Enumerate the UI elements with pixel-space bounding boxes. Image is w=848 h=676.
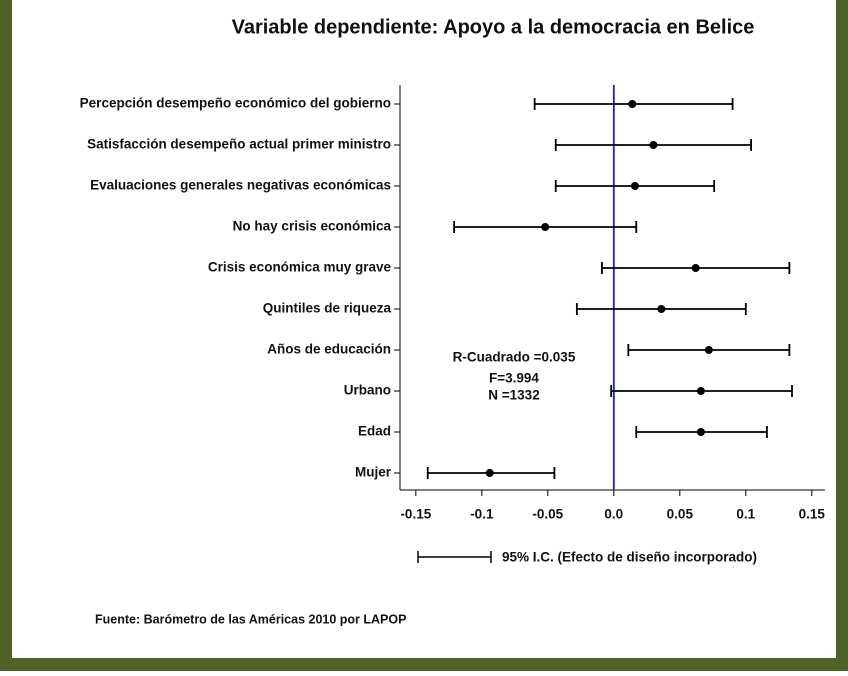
x-tick-label: -0.15 [400, 507, 431, 522]
point [541, 223, 550, 231]
y-tick-label: Satisfacción desempeño actual primer min… [87, 137, 391, 152]
x-tick-label: 0.1 [736, 507, 755, 522]
point [485, 469, 494, 477]
annotation: F=3.994 [489, 371, 539, 386]
legend-label: 95% I.C. (Efecto de diseño incorporado) [502, 550, 757, 565]
x-tick-label: 0.15 [799, 507, 826, 522]
panel [12, 0, 836, 658]
point [649, 141, 658, 149]
x-tick-label: -0.1 [470, 507, 494, 522]
y-tick-label: Urbano [344, 383, 391, 398]
annotation: N =1332 [488, 388, 539, 403]
y-tick-label: Mujer [355, 465, 392, 480]
y-tick-label: Percepción desempeño económico del gobie… [80, 96, 391, 111]
y-tick-label: Años de educación [267, 342, 391, 357]
source: Fuente: Barómetro de las Américas 2010 p… [95, 612, 406, 626]
y-tick-label: Crisis económica muy grave [208, 260, 392, 275]
y-tick-label: Evaluaciones generales negativas económi… [90, 178, 391, 193]
point [696, 428, 705, 436]
y-tick-label: Quintiles de riqueza [263, 301, 392, 316]
x-tick-label: 0.0 [604, 507, 623, 522]
point [630, 182, 639, 190]
point [691, 264, 700, 272]
x-tick-label: 0.05 [667, 507, 694, 522]
point [657, 305, 666, 313]
point [628, 100, 637, 108]
point [696, 387, 705, 395]
y-tick-label: Edad [358, 424, 391, 439]
y-tick-label: No hay crisis económica [233, 219, 392, 234]
point [704, 346, 713, 354]
annotation: R-Cuadrado =0.035 [453, 350, 576, 365]
x-tick-label: -0.05 [532, 507, 563, 522]
chart-title: Variable dependiente: Apoyo a la democra… [232, 16, 755, 38]
